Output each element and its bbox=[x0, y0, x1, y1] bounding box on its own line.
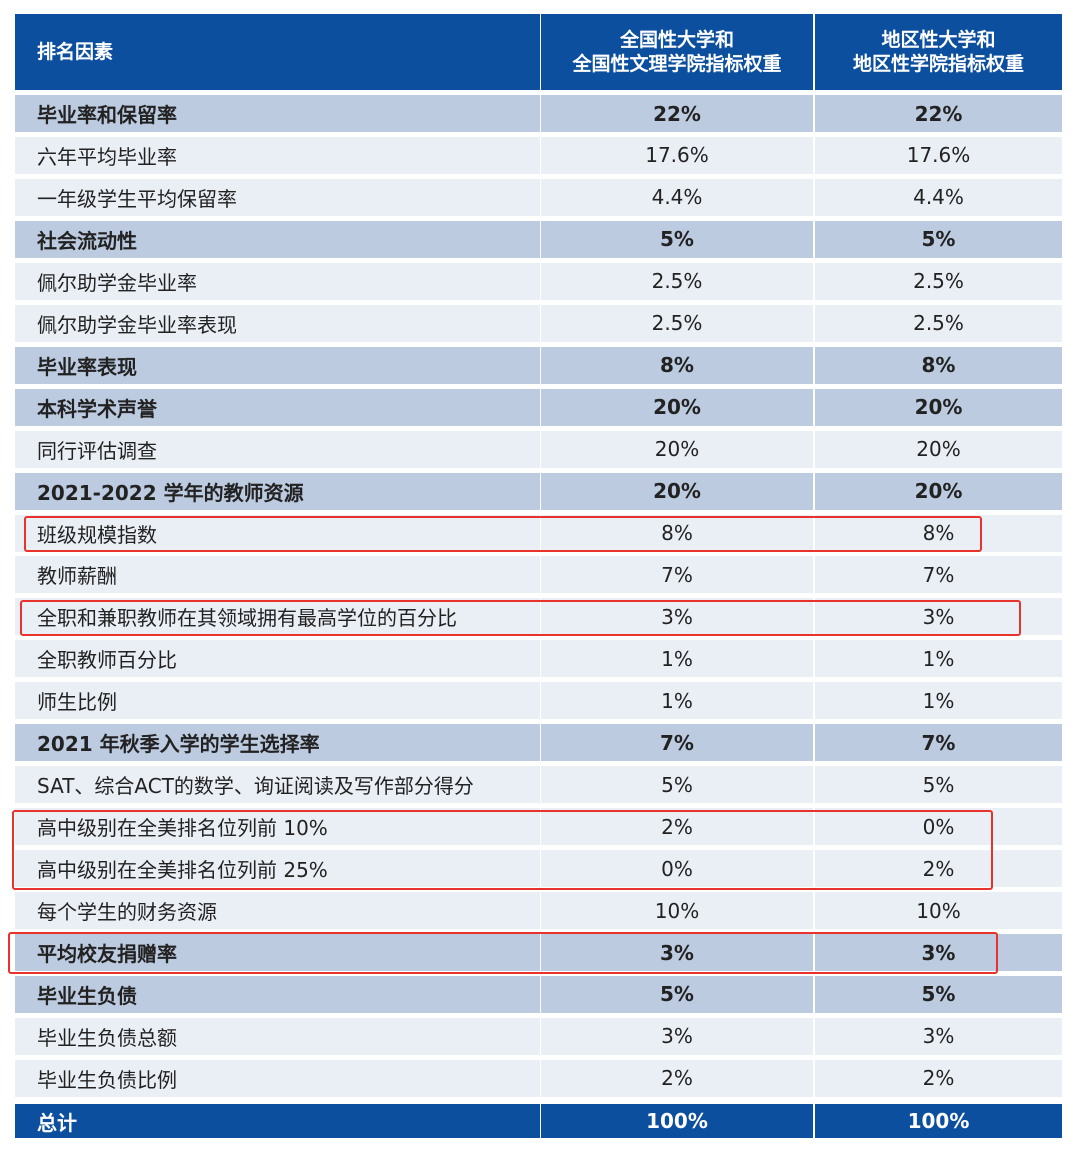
cell: 佩尔助学金毕业率 bbox=[15, 262, 540, 300]
cell: 平均校友捐赠率 bbox=[15, 934, 540, 971]
cell: 8% bbox=[541, 514, 813, 552]
cell: 毕业率和保留率 bbox=[15, 95, 540, 132]
cell: 1% bbox=[815, 682, 1062, 720]
cell: 5% bbox=[541, 975, 813, 1013]
cell: 3% bbox=[541, 934, 813, 971]
cell: 3% bbox=[815, 934, 1062, 971]
cell: 1% bbox=[541, 640, 813, 678]
cell: 2.5% bbox=[815, 262, 1062, 300]
cell: 8% bbox=[541, 346, 813, 384]
cell: 1% bbox=[815, 640, 1062, 678]
cell: 7% bbox=[815, 556, 1062, 594]
header-cell: 全国性大学和 全国性文理学院指标权重 bbox=[541, 14, 813, 90]
cell: 17.6% bbox=[541, 136, 813, 174]
cell: 20% bbox=[815, 430, 1062, 468]
cell: 同行评估调查 bbox=[15, 430, 540, 468]
cell: 5% bbox=[815, 766, 1062, 804]
header-cell: 排名因素 bbox=[15, 14, 540, 90]
cell: 1% bbox=[541, 682, 813, 720]
cell: 8% bbox=[815, 514, 1062, 552]
cell: 全职和兼职教师在其领域拥有最高学位的百分比 bbox=[15, 598, 540, 636]
cell: 师生比例 bbox=[15, 682, 540, 720]
cell: 本科学术声誉 bbox=[15, 388, 540, 426]
cell: 10% bbox=[815, 892, 1062, 930]
cell: 2% bbox=[541, 1059, 813, 1097]
cell: 20% bbox=[815, 472, 1062, 510]
cell: 3% bbox=[815, 1017, 1062, 1055]
cell: 毕业率表现 bbox=[15, 346, 540, 384]
cell: 20% bbox=[541, 430, 813, 468]
cell: 2.5% bbox=[815, 304, 1062, 342]
total-cell: 总计 bbox=[15, 1104, 540, 1138]
cell: 全职教师百分比 bbox=[15, 640, 540, 678]
cell: 20% bbox=[815, 388, 1062, 426]
cell: 毕业生负债总额 bbox=[15, 1017, 540, 1055]
cell: 毕业生负债 bbox=[15, 975, 540, 1013]
cell: 5% bbox=[815, 220, 1062, 258]
cell: 高中级别在全美排名位列前 25% bbox=[15, 850, 540, 888]
cell: 8% bbox=[815, 346, 1062, 384]
highlight-box bbox=[12, 810, 993, 890]
cell: 22% bbox=[815, 95, 1062, 132]
cell: 7% bbox=[541, 556, 813, 594]
header-cell: 地区性大学和 地区性学院指标权重 bbox=[815, 14, 1062, 90]
cell: 5% bbox=[541, 220, 813, 258]
highlight-box bbox=[20, 600, 1021, 636]
cell: 20% bbox=[541, 388, 813, 426]
cell: 班级规模指数 bbox=[15, 514, 540, 552]
cell: 六年平均毕业率 bbox=[15, 136, 540, 174]
cell: 每个学生的财务资源 bbox=[15, 892, 540, 930]
cell: 4.4% bbox=[815, 178, 1062, 216]
cell: 2% bbox=[815, 1059, 1062, 1097]
cell: 高中级别在全美排名位列前 10% bbox=[15, 808, 540, 846]
cell: 0% bbox=[815, 808, 1062, 846]
cell: 2021-2022 学年的教师资源 bbox=[15, 472, 540, 510]
cell: 佩尔助学金毕业率表现 bbox=[15, 304, 540, 342]
cell: 7% bbox=[541, 724, 813, 762]
cell: 2% bbox=[815, 850, 1062, 888]
total-cell: 100% bbox=[815, 1104, 1062, 1138]
cell: 0% bbox=[541, 850, 813, 888]
cell: 一年级学生平均保留率 bbox=[15, 178, 540, 216]
cell: 2% bbox=[541, 808, 813, 846]
cell: 2.5% bbox=[541, 304, 813, 342]
cell: 毕业生负债比例 bbox=[15, 1059, 540, 1097]
cell: 5% bbox=[815, 975, 1062, 1013]
cell: 3% bbox=[541, 598, 813, 636]
cell: 20% bbox=[541, 472, 813, 510]
cell: SAT、综合ACT的数学、询证阅读及写作部分得分 bbox=[15, 766, 540, 804]
total-cell: 100% bbox=[541, 1104, 813, 1138]
cell: 7% bbox=[815, 724, 1062, 762]
cell: 5% bbox=[541, 766, 813, 804]
cell: 17.6% bbox=[815, 136, 1062, 174]
cell: 2021 年秋季入学的学生选择率 bbox=[15, 724, 540, 762]
cell: 3% bbox=[541, 1017, 813, 1055]
cell: 4.4% bbox=[541, 178, 813, 216]
cell: 社会流动性 bbox=[15, 220, 540, 258]
cell: 10% bbox=[541, 892, 813, 930]
highlight-box bbox=[8, 932, 998, 974]
highlight-box bbox=[24, 516, 982, 552]
cell: 2.5% bbox=[541, 262, 813, 300]
cell: 22% bbox=[541, 95, 813, 132]
cell: 教师薪酬 bbox=[15, 556, 540, 594]
